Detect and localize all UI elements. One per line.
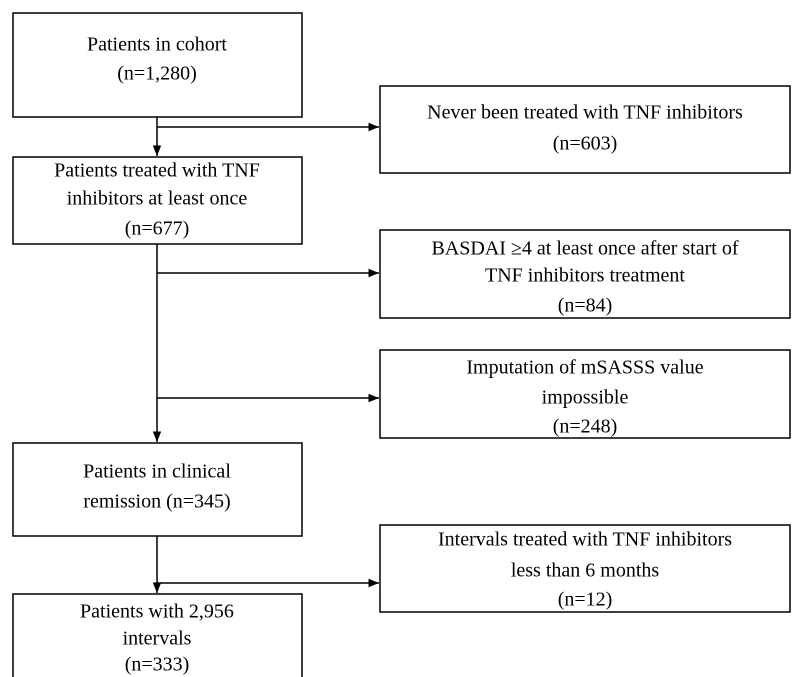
- node-text: Patients in clinical: [83, 461, 231, 483]
- node-text: Never been treated with TNF inhibitors: [427, 102, 743, 124]
- node-text: (n=84): [558, 295, 613, 317]
- box: [12, 442, 303, 537]
- node-text: inhibitors at least once: [67, 188, 248, 210]
- node-text: impossible: [542, 387, 629, 409]
- box: [379, 85, 791, 174]
- node-text: Patients with 2,956: [80, 601, 234, 623]
- node-text: (n=603): [553, 133, 618, 155]
- node-text: (n=248): [553, 416, 618, 438]
- node-text: intervals: [123, 628, 192, 650]
- node-text: TNF inhibitors treatment: [485, 265, 685, 287]
- box: [12, 593, 303, 677]
- box: [12, 156, 303, 245]
- node-text: remission (n=345): [83, 491, 230, 513]
- node-text: Patients in cohort: [87, 34, 227, 56]
- box: [379, 349, 791, 439]
- box: [379, 524, 791, 613]
- box: [12, 12, 303, 118]
- node-text: Imputation of mSASSS value: [466, 357, 703, 379]
- node-text: (n=677): [125, 218, 190, 240]
- node-text: BASDAI ≥4 at least once after start of: [432, 238, 739, 260]
- node-text: Intervals treated with TNF inhibitors: [438, 529, 732, 551]
- node-text: Patients treated with TNF: [54, 160, 260, 182]
- node-text: (n=333): [125, 654, 190, 676]
- node-text: less than 6 months: [511, 560, 660, 582]
- node-text: (n=12): [558, 589, 613, 611]
- node-text: (n=1,280): [117, 63, 197, 85]
- box: [379, 229, 791, 319]
